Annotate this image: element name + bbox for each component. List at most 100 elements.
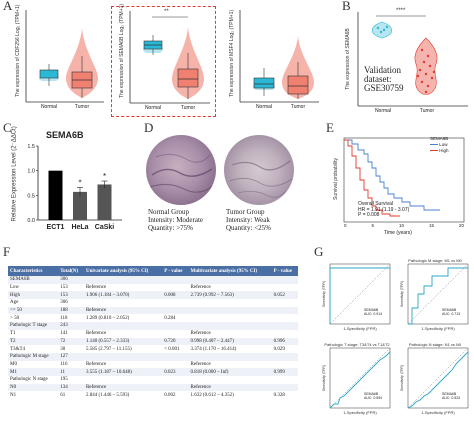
table-cell: 306: [58, 276, 84, 284]
legend-high-swatch: [430, 150, 438, 152]
table-cell: [271, 383, 298, 392]
roc-x-axis-title: 1-Specificity (FPR): [421, 326, 455, 331]
table-cell: Reference: [85, 361, 107, 367]
table-cell: 0.818 (0.000 – Inf): [188, 368, 272, 376]
table-row: Pathologic T stage 243: [8, 322, 298, 330]
table-cell: 5.585 (2.797 – 11.155): [85, 346, 132, 352]
bar: [48, 170, 63, 220]
table-cell: [162, 383, 189, 392]
table-cell: 30: [60, 346, 66, 352]
validation-line-2: dataset:: [364, 74, 392, 84]
significance-star: *: [78, 178, 81, 187]
y-tick-label: 0.5: [27, 193, 35, 199]
table-cell: <= 50: [8, 306, 59, 315]
table-cell: [83, 276, 163, 284]
table-cell: 0.029: [273, 346, 285, 352]
panel-label-e: E: [326, 120, 334, 135]
table-cell: 0.996: [271, 337, 298, 346]
table-cell: [272, 361, 298, 369]
table-cell: Reference: [188, 383, 272, 392]
x-tick-tumor: Tumor: [180, 105, 196, 111]
roc-legend-label: SEMA6B: [442, 308, 457, 312]
panel-g-roc-grid: SEMA6B AUC: 0.914 1-Specificity (FPR) Sensi…: [320, 258, 472, 422]
x-tick-label: ECT1: [47, 224, 65, 231]
chart-title: SEMA6B: [46, 130, 84, 140]
x-tick-label: CaSki: [95, 224, 115, 231]
table-cell: 0.023: [162, 368, 189, 376]
table-cell: 3.555 (1.187 – 10.648): [83, 368, 163, 376]
roc-legend-label: SEMA6B: [442, 392, 457, 396]
annotation-line-2: HR = 1.91 (1.19 - 3.07): [358, 206, 410, 213]
table-cell: Reference: [190, 285, 211, 291]
violin-box-plot: [25, 10, 104, 103]
x-tick-label: HeLa: [71, 224, 88, 231]
table-cell: 11: [58, 368, 84, 376]
header-univariate: Univariate analysis (95% CI): [83, 266, 163, 276]
table-cell: [162, 322, 189, 330]
panel-label-d: D: [144, 120, 154, 135]
table-cell: < 0.001: [164, 346, 180, 352]
table-cell: [189, 376, 272, 384]
table-cell: 118: [60, 315, 68, 321]
table-cell: 2.844 (1.446 – 5.593): [85, 392, 130, 398]
table-row: SEMA6B 306: [8, 276, 298, 284]
table-row: Age 306: [8, 299, 298, 307]
table-cell: [162, 376, 188, 384]
annotation-line-1: Overall Survival: [358, 201, 394, 207]
table-cell: Pathologic N stage: [10, 377, 48, 383]
validation-text: Validation dataset: GSE30759: [364, 66, 404, 93]
table-cell: [162, 330, 188, 338]
table-cell: 0.998 (0.407 – 2.447): [188, 337, 272, 346]
table-cell: [272, 376, 298, 384]
table-cell: T2: [8, 337, 59, 346]
table-cell: 134: [58, 383, 84, 392]
caption-quantity: Quantity: >75%: [148, 224, 193, 232]
x-tick: 15: [428, 223, 434, 228]
table-row: > 50 118 1.289 (0.810 – 2.052) 0.284: [8, 314, 298, 322]
table-cell: 0.008: [162, 291, 189, 300]
x-tick: 20: [458, 223, 464, 228]
roc-plot: Pathologic N stage: N1 vs N0 SEMA6B AUC: 0…: [398, 342, 472, 422]
table-cell: SEMA6B: [8, 276, 59, 284]
violin-dot-plot: [357, 12, 468, 107]
table-cell: Age: [10, 300, 19, 306]
x-tick-tumor: Tumor: [290, 104, 306, 110]
caption-intensity: Intensity: Moderate: [148, 216, 204, 224]
roc-curve: [407, 351, 469, 409]
table-cell: 0.002: [164, 392, 176, 398]
table-cell: Reference: [83, 306, 163, 315]
table-row: Pathologic M stage 127: [8, 352, 298, 361]
header-p-multivariate: P - value: [271, 266, 298, 276]
km-curve: [343, 137, 465, 223]
y-axis-title: The expression of SEMA6B: [345, 28, 351, 90]
table-cell: 243: [58, 322, 84, 330]
table-row: Low 153 Reference Reference: [8, 284, 298, 292]
roc-curve-svg: [329, 263, 391, 325]
x-tick: 0: [344, 223, 347, 228]
ihc-tumor-caption: Tumor Group Intensity: Weak Quantity: <2…: [226, 208, 271, 232]
panel-a-highlight-frame: The expression of SEMA6B Log₂ (TPM+1) **…: [111, 4, 216, 117]
table-cell: > 50: [10, 315, 20, 321]
roc-x-axis-title: 1-Specificity (FPR): [421, 410, 455, 415]
table-cell: [188, 306, 272, 315]
header-p-univariate: P - value: [162, 266, 189, 276]
violin-box-plot: [129, 11, 210, 104]
roc-curve-svg: [407, 347, 469, 409]
legend-low-swatch: [430, 144, 438, 146]
table-cell: Reference: [190, 361, 211, 367]
table-row: Pathologic N stage 195: [8, 376, 298, 384]
table-cell: [188, 322, 272, 330]
roc-auc-label: AUC: 0.594: [364, 396, 383, 400]
roc-legend: SEMA6B AUC: 0.524: [442, 392, 460, 400]
roc-plot: Pathologic M stage: M1 vs M0 SEMA6B AUC: 0…: [398, 258, 472, 338]
km-annotation: Overall Survival HR = 1.91 (1.19 - 3.07)…: [358, 201, 410, 219]
table-row: T1 141 Reference Reference: [8, 330, 298, 338]
table-cell: T3&T4: [10, 346, 25, 352]
table-cell: N1: [10, 392, 17, 398]
y-axis-title: Relative Expression Level (2⁻ΔΔCt): [11, 126, 18, 222]
table-cell: [162, 284, 188, 292]
table-cell: Reference: [83, 383, 163, 392]
validation-line-3: GSE30759: [364, 83, 404, 93]
panel-b-plot: The expression of SEMA6B **** Validation…: [342, 8, 472, 120]
table-row: T2 72 1.140 (0.557 – 2.333) 0.720 0.998 (0.4…: [8, 337, 298, 346]
